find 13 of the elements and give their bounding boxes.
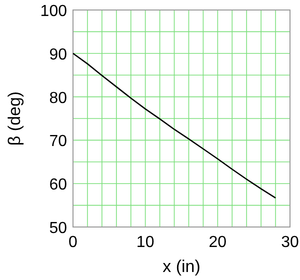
x-tick-label: 20 — [208, 234, 227, 251]
y-tick-label: 100 — [40, 3, 68, 20]
y-tick-label: 80 — [49, 90, 68, 107]
x-axis-title: x (in) — [162, 257, 200, 276]
y-tick-label: 70 — [49, 133, 68, 150]
y-tick-label: 50 — [49, 220, 68, 237]
x-tick-label: 30 — [281, 234, 299, 251]
x-tick-label: 10 — [136, 234, 154, 251]
y-axis-title: β (deg) — [5, 91, 24, 146]
y-tick-label: 90 — [49, 46, 68, 64]
line-series — [72, 52, 276, 199]
y-tick-label: 60 — [49, 176, 68, 194]
x-tick-label: 0 — [68, 234, 78, 251]
